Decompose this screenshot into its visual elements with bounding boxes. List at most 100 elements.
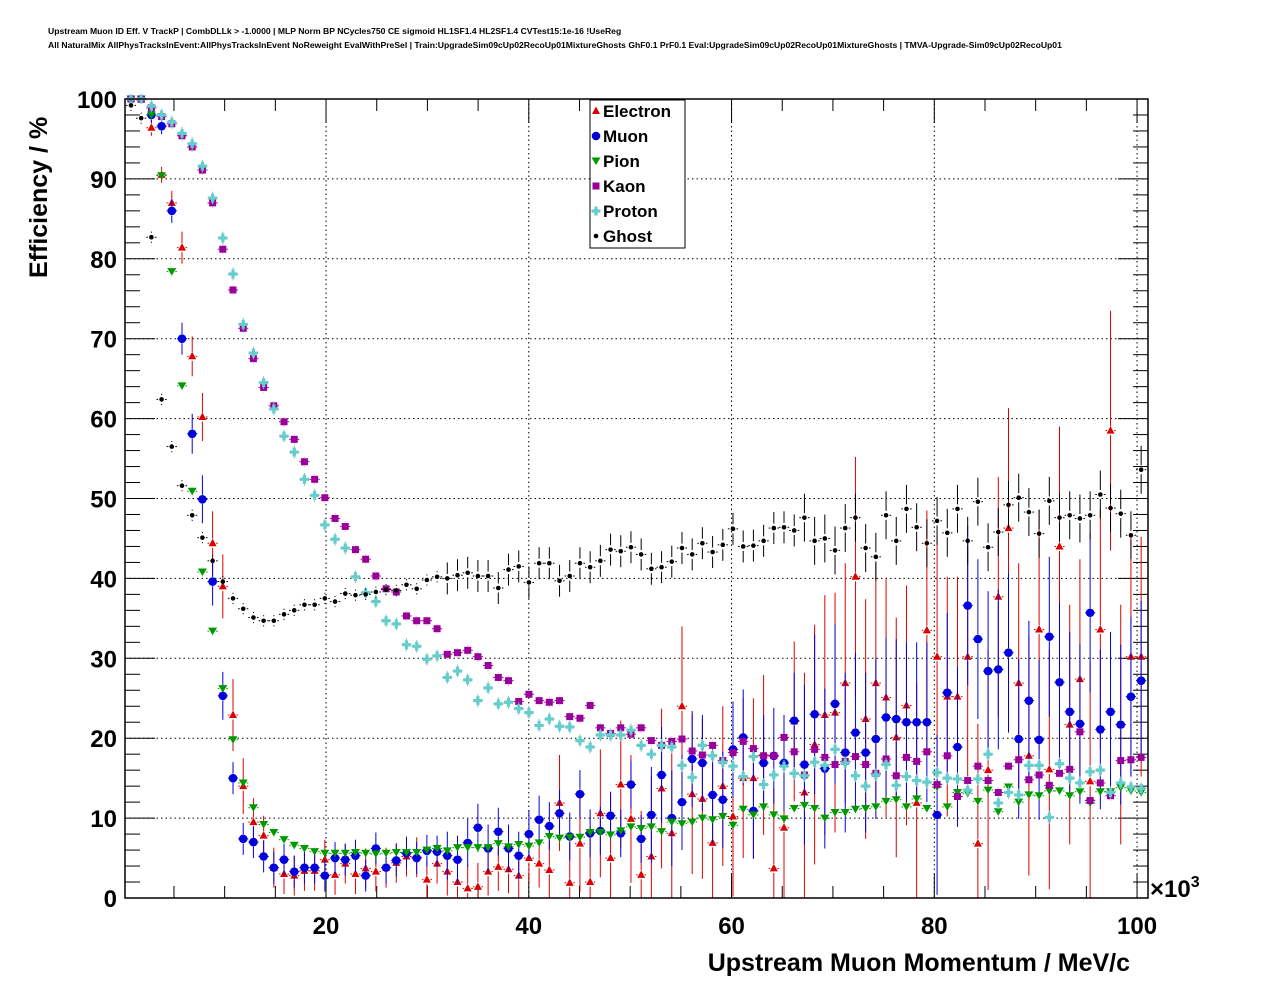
data-point-proton	[901, 770, 912, 783]
marker-square	[596, 724, 604, 732]
marker-triangle-down	[177, 382, 187, 390]
data-point-kaon	[952, 791, 963, 802]
marker-square	[556, 697, 564, 705]
marker-triangle-up	[769, 863, 778, 872]
marker-cross	[626, 725, 636, 735]
data-point-muon	[238, 822, 249, 855]
data-point-ghost	[299, 599, 310, 611]
data-point-proton	[768, 768, 779, 782]
marker-triangle-down	[1024, 791, 1034, 799]
data-point-kaon	[227, 285, 239, 295]
y-tick-label: 100	[77, 87, 117, 114]
data-point-ghost	[880, 491, 892, 540]
marker-triangle-down	[218, 685, 228, 693]
marker-circle	[1085, 608, 1095, 618]
data-point-proton	[523, 706, 535, 720]
marker-cross	[391, 619, 401, 629]
marker-circle	[167, 206, 177, 216]
marker-cross	[504, 697, 514, 707]
marker-square	[678, 735, 686, 743]
data-point-ghost	[360, 588, 371, 600]
data-point-ghost	[289, 604, 300, 616]
data-point-pion	[911, 794, 922, 804]
marker-dot	[332, 599, 338, 604]
data-point-ghost	[1013, 473, 1024, 522]
marker-dot	[659, 564, 664, 570]
data-point-proton	[554, 719, 565, 733]
marker-cross	[208, 193, 218, 203]
marker-dot	[1077, 516, 1083, 521]
square-legend-icon	[592, 182, 600, 190]
data-point-proton	[391, 617, 402, 631]
data-point-muon	[1085, 532, 1096, 693]
data-point-ghost	[952, 484, 963, 533]
marker-cross	[810, 757, 820, 767]
marker-square	[902, 753, 910, 761]
data-point-kaon	[778, 732, 790, 743]
marker-triangle-down	[697, 814, 707, 823]
marker-dot	[679, 545, 685, 551]
data-point-muon	[1044, 556, 1055, 717]
marker-square	[464, 646, 472, 654]
data-point-proton	[340, 541, 351, 555]
data-point-pion	[187, 486, 198, 497]
marker-cross	[463, 675, 473, 685]
marker-triangle-up	[780, 823, 789, 831]
data-point-ghost	[697, 527, 708, 560]
marker-triangle-down	[881, 797, 891, 806]
marker-dot	[812, 538, 817, 544]
marker-square	[994, 789, 1002, 797]
marker-circle	[963, 601, 972, 610]
data-point-ghost	[278, 608, 290, 620]
data-point-ghost	[829, 526, 841, 575]
data-point-proton	[329, 532, 341, 546]
marker-triangle-down	[667, 818, 677, 827]
data-point-pion	[156, 170, 167, 181]
data-point-pion	[860, 803, 871, 814]
data-point-ghost	[819, 514, 830, 563]
y-tick-label: 20	[90, 726, 117, 753]
data-point-proton	[799, 769, 810, 783]
data-point-pion	[238, 778, 249, 788]
legend-item-electron: Electron	[592, 102, 671, 121]
marker-square	[739, 737, 747, 745]
marker-triangle-down	[799, 801, 809, 810]
data-point-proton	[982, 747, 994, 761]
marker-triangle-down	[769, 811, 779, 819]
data-point-pion	[278, 834, 290, 845]
data-point-pion	[299, 843, 310, 854]
data-point-kaon	[350, 544, 361, 555]
marker-square	[413, 617, 421, 625]
data-point-ghost	[636, 538, 647, 571]
marker-circle	[881, 713, 891, 722]
marker-cross	[748, 752, 758, 762]
data-point-pion	[513, 839, 524, 850]
marker-triangle-down	[197, 568, 207, 577]
marker-triangle-up	[1096, 625, 1105, 633]
marker-square	[566, 713, 574, 721]
marker-dot	[475, 573, 481, 579]
marker-dot	[393, 588, 399, 593]
marker-cross	[310, 490, 320, 500]
marker-circle	[545, 821, 554, 831]
marker-circle	[289, 867, 299, 876]
marker-triangle-down	[238, 779, 248, 787]
data-point-kaon	[687, 746, 698, 756]
marker-cross	[452, 666, 462, 676]
marker-triangle-down	[504, 843, 514, 851]
data-point-kaon	[901, 752, 912, 763]
marker-triangle-up	[229, 710, 238, 719]
marker-triangle-up	[351, 869, 360, 878]
data-point-pion	[921, 803, 932, 814]
data-point-pion	[646, 822, 657, 832]
data-point-muon	[534, 795, 545, 844]
data-point-proton	[891, 778, 902, 792]
data-point-ghost	[972, 477, 983, 526]
marker-cross	[901, 772, 911, 782]
marker-dot	[720, 542, 726, 548]
data-point-proton	[758, 778, 769, 791]
data-point-proton	[238, 317, 249, 331]
marker-circle	[708, 790, 717, 800]
data-point-pion	[544, 831, 555, 842]
marker-cross	[177, 128, 187, 138]
